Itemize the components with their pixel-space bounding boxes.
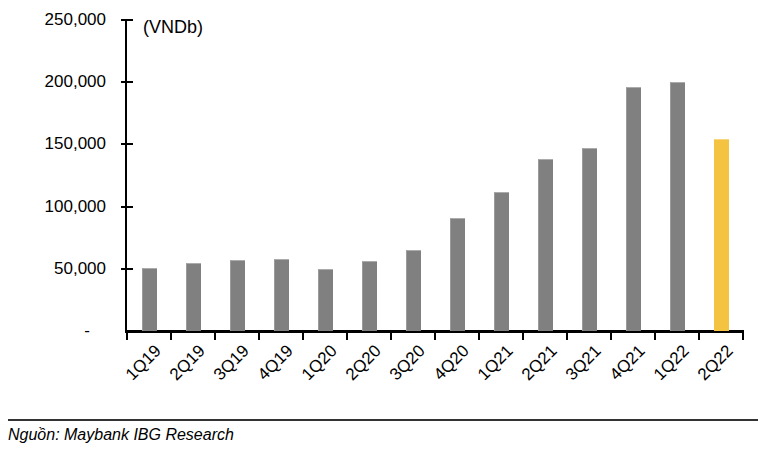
- x-tick-10: [566, 333, 568, 340]
- x-tick-11: [610, 333, 612, 340]
- x-tick-12: [654, 333, 656, 340]
- y-tick-3: [121, 206, 133, 208]
- y-axis-label-3: 100,000: [0, 196, 106, 218]
- x-tick-2: [214, 333, 216, 340]
- bar-1Q22: [670, 82, 685, 331]
- y-axis-line: [125, 19, 127, 333]
- y-axis-unit-label: (VNDb): [143, 17, 203, 38]
- x-tick-4: [302, 333, 304, 340]
- y-tick-1: [121, 81, 133, 83]
- x-tick-8: [478, 333, 480, 340]
- chart-panel: (VNDb) 250,000 200,000 150,000 100,000 50,00…: [0, 0, 765, 452]
- y-axis-label-1: 200,000: [0, 71, 106, 93]
- x-tick-13: [698, 333, 700, 340]
- x-tick-0: [126, 333, 128, 340]
- y-axis-label-2: 150,000: [0, 133, 106, 155]
- source-note: Nguồn: Maybank IBG Research: [8, 426, 234, 444]
- bar-4Q19: [274, 259, 289, 331]
- y-axis-label-5: -: [0, 320, 106, 342]
- y-tick-0: [121, 19, 133, 21]
- y-tick-2: [121, 143, 133, 145]
- bar-3Q21: [582, 148, 597, 331]
- bar-2Q19: [186, 263, 201, 331]
- bar-2Q20: [362, 261, 377, 331]
- x-tick-7: [434, 333, 436, 340]
- x-tick-9: [522, 333, 524, 340]
- bar-4Q21: [626, 87, 641, 331]
- x-tick-14: [742, 333, 744, 340]
- x-tick-5: [346, 333, 348, 340]
- bar-3Q19: [230, 260, 245, 331]
- bar-1Q21: [494, 192, 509, 331]
- bar-1Q20: [318, 269, 333, 331]
- bar-2Q22: [714, 139, 729, 331]
- y-axis-label-4: 50,000: [0, 258, 106, 280]
- y-tick-4: [121, 268, 133, 270]
- bar-2Q21: [538, 159, 553, 331]
- x-tick-3: [258, 333, 260, 340]
- bar-1Q19: [142, 268, 157, 331]
- bar-3Q20: [406, 250, 421, 331]
- x-tick-1: [170, 333, 172, 340]
- x-tick-6: [390, 333, 392, 340]
- y-axis-label-0: 250,000: [0, 9, 106, 31]
- footer-divider: [8, 419, 758, 421]
- bar-4Q20: [450, 218, 465, 331]
